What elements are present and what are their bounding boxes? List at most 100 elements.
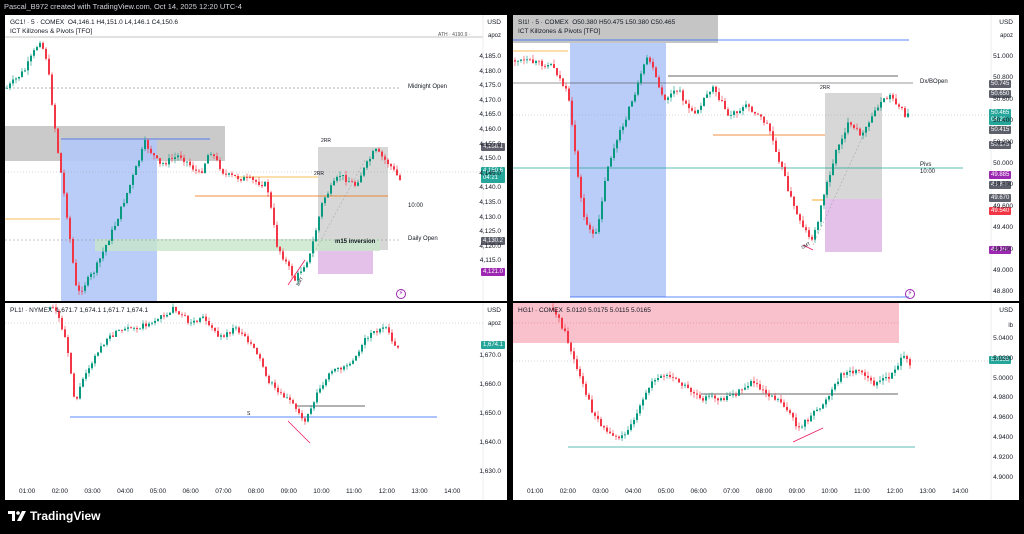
- hg-candle-body: [858, 370, 860, 371]
- hg-candle-body: [573, 351, 575, 360]
- si-candle-body: [541, 60, 543, 66]
- gc-indicator-label[interactable]: ICT Killzones & Pivots [TFO]: [10, 28, 93, 35]
- pl-candle-body: [274, 382, 276, 388]
- si-candle-body: [514, 60, 516, 62]
- price-tick-label: 4.9800: [993, 394, 1013, 402]
- hg-candle-body: [696, 393, 698, 395]
- price-tick-label: 4.9600: [993, 414, 1013, 422]
- si-symbol[interactable]: SI1! · 5 · COMEX: [518, 19, 569, 26]
- si-candle-body: [697, 109, 699, 114]
- gc-candle-body: [246, 177, 248, 178]
- gc-candle-body: [228, 173, 230, 175]
- gc-candle-body: [129, 184, 131, 193]
- hg-candle-body: [753, 381, 755, 384]
- pl-candle-body: [388, 327, 390, 333]
- gc-candle-body: [33, 50, 35, 56]
- gc-candle-body: [306, 262, 308, 268]
- time-tick-label: 04:00: [117, 488, 134, 495]
- gc-candle-body: [57, 128, 59, 153]
- si-bolt-icon[interactable]: ⚡: [905, 289, 915, 299]
- gc-candle-body: [90, 273, 92, 277]
- si-candle-body: [880, 101, 882, 108]
- gc-candle-body: [315, 230, 317, 242]
- hg-candle-body: [801, 426, 803, 428]
- hg-symbol[interactable]: HG1! · COMEX: [518, 307, 563, 314]
- pl-candle-body: [304, 418, 306, 422]
- hg-candle-body: [600, 419, 602, 427]
- si-candle-body: [613, 148, 615, 158]
- si-candle-body: [667, 97, 669, 100]
- hg-candle-body: [825, 399, 827, 405]
- si-candle-body: [637, 82, 639, 95]
- pl-candle-body: [163, 315, 165, 317]
- si-candle-body: [631, 101, 633, 107]
- hg-candle-body: [609, 431, 611, 434]
- hg-candle-body: [786, 406, 788, 411]
- si-candle-body: [571, 100, 573, 125]
- si-candle-body: [625, 119, 627, 127]
- si-tag-49885: 49.885: [989, 171, 1012, 179]
- gc-last-price: 4,150.6: [483, 168, 504, 174]
- hg-candle-body: [750, 381, 752, 386]
- gc-chart-canvas[interactable]: [5, 15, 507, 301]
- gc-candle-body: [384, 156, 386, 160]
- price-tick-label: 49.000: [993, 267, 1013, 274]
- si-indicator-label[interactable]: ICT Killzones & Pivots [TFO]: [518, 28, 601, 35]
- pl-chart-canvas[interactable]: [5, 303, 507, 500]
- gc-candle-body: [93, 272, 95, 274]
- si-chart-canvas[interactable]: [513, 15, 1019, 301]
- si-candle-body: [817, 221, 819, 230]
- hg-candle-body: [690, 387, 692, 393]
- hg-candle-body: [615, 435, 617, 437]
- time-tick-label: 01:00: [527, 488, 544, 495]
- gc-candle-body: [180, 155, 182, 158]
- gc-candle-body: [72, 238, 74, 263]
- gc-symbol[interactable]: GC1! · 5 · COMEX: [10, 19, 65, 26]
- si-candle-body: [673, 90, 675, 94]
- pl-candle-body: [229, 332, 231, 334]
- gc-candle-body: [144, 140, 146, 150]
- pl-symbol[interactable]: PL1! · NYMEX: [10, 307, 53, 314]
- hg-candle-body: [579, 368, 581, 377]
- hg-candle-body: [774, 395, 776, 400]
- si-tag-49540: 49.540: [989, 207, 1012, 215]
- gc-bolt-icon[interactable]: ⚡: [396, 289, 406, 299]
- si-candle-body: [538, 60, 540, 62]
- hg-candle-body: [861, 370, 863, 373]
- pl-candle-body: [61, 317, 63, 330]
- time-tick-label: 11:00: [346, 488, 362, 495]
- pl-candle-body: [232, 327, 234, 334]
- si-chart-pane[interactable]: SI1! · 5 · COMEX O50.380 H50.475 L50.380…: [513, 15, 1019, 301]
- price-tick-label: 51.000: [993, 53, 1013, 60]
- price-tick-label: 4,125.0: [479, 228, 501, 236]
- pl-candle-body: [67, 337, 69, 353]
- si-candle-body: [778, 151, 780, 162]
- hg-chart-pane[interactable]: HG1! · COMEX 5.0120 5.0175 5.0115 5.0165…: [513, 303, 1019, 500]
- pl-candle-body: [214, 327, 216, 331]
- hg-candle-body: [666, 374, 668, 376]
- hg-candle-body: [795, 417, 797, 427]
- pl-chart-pane[interactable]: PL1! · NYMEX 1,671.7 1,674.1 1,671.7 1,6…: [5, 303, 507, 500]
- hg-candle-body: [678, 378, 680, 383]
- gc-candle-body: [204, 163, 206, 173]
- hg-chart-canvas[interactable]: [513, 303, 1019, 500]
- si-candle-body: [820, 205, 822, 222]
- gc-chart-pane[interactable]: GC1! · 5 · COMEX O4,146.1 H4,151.0 L4,14…: [5, 15, 507, 301]
- si-candle-body: [838, 144, 840, 151]
- gc-scale-mode[interactable]: apoz: [487, 33, 501, 39]
- pl-candle-body: [121, 330, 123, 331]
- gc-candle-body: [243, 177, 245, 181]
- si-candle-body: [658, 77, 660, 88]
- pl-candle-body: [283, 393, 285, 398]
- tradingview-logo[interactable]: TradingView: [8, 509, 100, 523]
- si-scale-mode[interactable]: apoz: [999, 33, 1013, 39]
- gc-candle-body: [387, 159, 389, 165]
- gc-candle-body: [117, 218, 119, 226]
- si-candle-body: [871, 116, 873, 123]
- pl-scale-mode[interactable]: apoz: [487, 321, 501, 327]
- si-candle-body: [649, 57, 651, 62]
- pl-candle-body: [151, 322, 153, 324]
- gc-candle-body: [132, 174, 134, 185]
- pl-candle-body: [355, 355, 357, 361]
- hg-candle-body: [717, 398, 719, 401]
